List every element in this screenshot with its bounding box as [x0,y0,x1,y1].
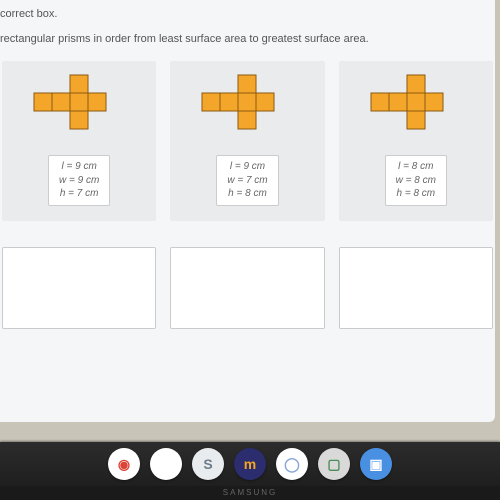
prism-net-2 [192,69,302,149]
dim-h: h = 8 cm [396,187,436,201]
dimensions-box-3: l = 8 cm w = 8 cm h = 8 cm [385,155,447,206]
circle-icon[interactable] [150,448,182,480]
os-taskbar: ◉ Sm ◯ ▢ ▣ [0,442,500,486]
dim-l: l = 9 cm [59,160,99,174]
dim-l: l = 8 cm [396,160,436,174]
dim-w: w = 9 cm [59,174,99,188]
drop-slot-1[interactable] [2,247,156,329]
dim-w: w = 8 cm [396,174,436,188]
dimensions-box-2: l = 9 cm w = 7 cm h = 8 cm [216,155,278,206]
dim-w: w = 7 cm [227,174,267,188]
video-icon[interactable]: ▣ [360,448,392,480]
instruction-line-1: correct box. [0,6,495,23]
drop-zone-row [0,247,495,329]
s-icon[interactable]: S [192,448,224,480]
chrome-icon[interactable]: ◉ [108,448,140,480]
dim-h: h = 7 cm [59,187,99,201]
drop-slot-3[interactable] [339,247,493,329]
drop-slot-2[interactable] [170,247,324,329]
worksheet-area: correct box. rectangular prisms in order… [0,0,495,422]
chromebook-frame: correct box. rectangular prisms in order… [0,0,500,500]
prism-net-1 [24,69,134,149]
instruction-line-2: rectangular prisms in order from least s… [0,31,495,48]
prism-card-1[interactable]: l = 9 cm w = 9 cm h = 7 cm [2,61,156,221]
instruction-text: correct box. rectangular prisms in order… [0,0,495,61]
dim-h: h = 8 cm [227,187,267,201]
prism-card-3[interactable]: l = 8 cm w = 8 cm h = 8 cm [339,61,493,221]
prism-cards-row: l = 9 cm w = 9 cm h = 7 cm l = 9 cm w = … [0,61,495,221]
dimensions-box-1: l = 9 cm w = 9 cm h = 7 cm [48,155,110,206]
m-icon[interactable]: m [234,448,266,480]
prism-net-3 [361,69,471,149]
laptop-brand: SAMSUNG [0,486,500,500]
ring-icon[interactable]: ◯ [276,448,308,480]
dim-l: l = 9 cm [227,160,267,174]
prism-card-2[interactable]: l = 9 cm w = 7 cm h = 8 cm [170,61,324,221]
square-icon[interactable]: ▢ [318,448,350,480]
